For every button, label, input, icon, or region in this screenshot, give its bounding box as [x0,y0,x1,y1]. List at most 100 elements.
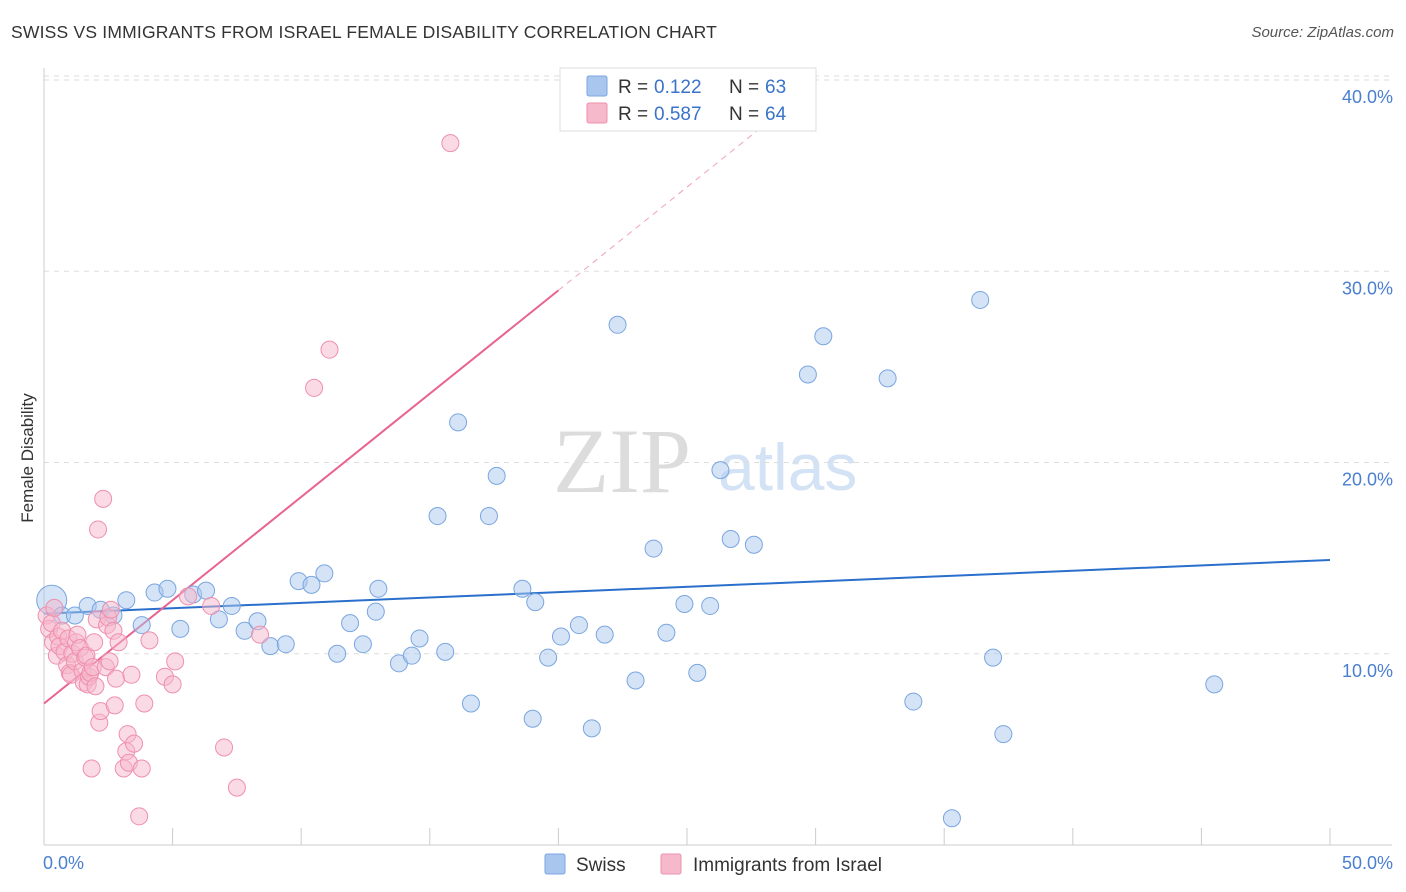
swiss-point [595,625,614,644]
y-tick-label-2: 30.0% [1342,278,1393,298]
israel-point [94,489,113,508]
watermark-zip: ZIP [553,410,691,512]
swiss-point [479,507,498,526]
israel-point [100,652,119,671]
swiss-point [626,671,645,690]
swiss-point [994,725,1013,744]
swiss-point [1205,675,1224,694]
bottom-legend-swatch-swiss [544,853,566,875]
israel-point [166,652,185,671]
swiss-point [328,644,347,663]
israel-point [140,631,159,650]
y-tick-label-1: 20.0% [1342,470,1393,490]
swiss-point [410,629,429,648]
swiss-point [449,413,468,432]
chart-title: SWISS VS IMMIGRANTS FROM ISRAEL FEMALE D… [11,22,718,42]
swiss-point [814,327,833,346]
bottom-legend-swatch-israel [660,853,682,875]
y-tick-label-3: 40.0% [1342,87,1393,107]
x-tick-labels: 0.0% 50.0% [43,853,1393,873]
bottom-legend-israel: Immigrants from Israel [693,855,882,876]
swiss-point [971,290,990,309]
swiss-point [402,646,421,665]
israel-point [109,633,128,652]
swiss-point [878,369,897,388]
axes [43,68,1392,846]
israel-point [202,596,221,615]
israel-point [320,340,339,359]
swiss-point [942,809,961,828]
data-points [36,134,1224,828]
israel-point [441,134,460,153]
swiss-point [461,694,480,713]
swiss-point [582,719,601,738]
swiss-point [904,692,923,711]
legend: R = 0.122 N = 63 R = 0.587 N = 64 [559,67,817,132]
legend-r-label-2: R = [618,104,648,125]
swiss-point [197,581,216,600]
watermark: ZIP atlas [553,410,857,512]
swiss-point [798,365,817,384]
swiss-point [644,539,663,558]
swiss-point [551,627,570,646]
israel-point [227,778,246,797]
swiss-point [341,614,360,633]
swiss-point [65,606,84,625]
swiss-point [688,663,707,682]
bottom-legend-swiss: Swiss [576,855,626,876]
legend-swatch-swiss [586,75,608,97]
israel-point [86,677,105,696]
swiss-point [366,602,385,621]
y-tick-labels: 10.0% 20.0% 30.0% 40.0% [1342,87,1393,681]
source-credit: Source: ZipAtlas.com [1251,24,1394,41]
swiss-point [276,635,295,654]
legend-r-value-2: 0.587 [654,104,702,125]
swiss-point [984,648,1003,667]
swiss-point [209,610,228,629]
swiss-point [353,635,372,654]
israel-trend-line [43,289,560,705]
israel-point [135,694,154,713]
legend-n-label-2: N = [729,104,759,125]
swiss-point [158,579,177,598]
swiss-trend-line [43,559,1331,615]
swiss-point [721,530,740,548]
y-axis-title: Female Disability [18,393,37,523]
y-tick-label-0: 10.0% [1342,661,1393,681]
israel-point [82,759,101,778]
israel-point [101,600,120,619]
israel-point [45,598,64,617]
israel-point [89,520,108,539]
gridlines [44,75,1392,655]
swiss-point [701,596,720,615]
swiss-point [513,579,532,598]
israel-point [105,696,124,715]
legend-swatch-israel [586,102,608,124]
swiss-point [608,315,627,334]
swiss-point [315,564,334,583]
swiss-point [117,591,136,610]
swiss-point [539,648,558,667]
israel-point [215,738,234,757]
swiss-point [171,619,190,638]
x-tick-label-0: 0.0% [43,853,84,873]
swiss-point [523,709,542,728]
bottom-legend: Swiss Immigrants from Israel [544,853,882,876]
swiss-point [302,575,321,594]
swiss-point [711,461,730,480]
swiss-point [369,579,388,598]
swiss-point [657,623,676,642]
israel-point [163,675,182,694]
x-tick-label-1: 50.0% [1342,853,1393,873]
israel-point [125,734,144,753]
israel-point [305,378,324,397]
watermark-atlas: atlas [718,430,857,504]
swiss-point [132,616,151,635]
trend-lines [43,83,1331,705]
swiss-point [222,596,241,615]
swiss-point [526,593,545,612]
swiss-point [487,466,506,485]
swiss-point [436,642,455,661]
legend-n-label-1: N = [729,77,759,98]
